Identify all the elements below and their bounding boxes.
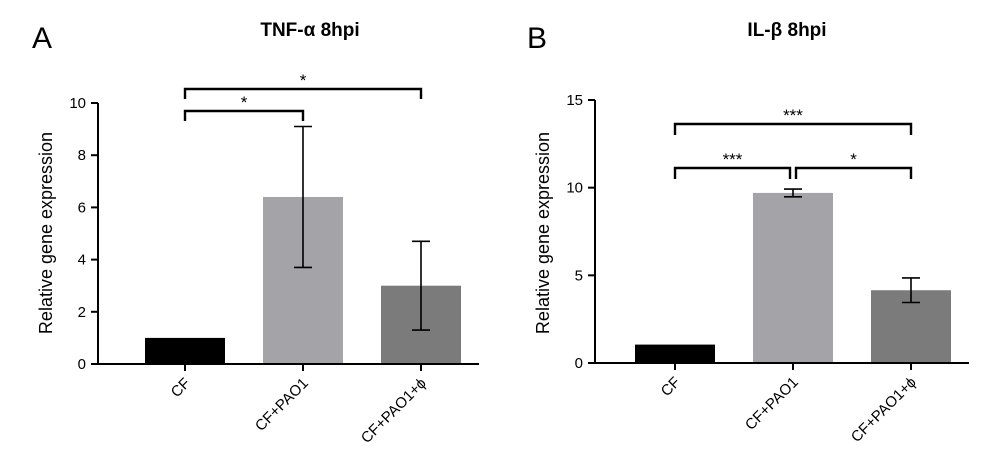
y-tick-label-b-15: 15 — [566, 92, 583, 109]
category-label-b-2: CF+PAO1 — [742, 374, 802, 434]
y-tick-label-b-10: 10 — [566, 180, 583, 197]
significance-bracket-a-2 — [183, 87, 423, 99]
category-label-a-2: CF+PAO1 — [252, 375, 312, 435]
error-bar-b-3 — [902, 277, 920, 304]
y-tick-label-a-6: 6 — [78, 199, 86, 216]
error-bar-a-3 — [412, 240, 430, 331]
y-tick-label-a-0: 0 — [78, 356, 86, 373]
significance-bracket-b-2 — [794, 166, 913, 179]
y-tick-label-a-2: 2 — [78, 304, 86, 321]
bar-a-1 — [145, 337, 225, 364]
significance-bracket-b-3 — [673, 122, 913, 135]
significance-label-b-2: * — [850, 150, 857, 169]
error-bar-a-2 — [294, 125, 312, 269]
y-tick-label-a-8: 8 — [78, 147, 86, 164]
significance-bracket-a-1 — [183, 109, 305, 121]
bar-b-1 — [635, 344, 715, 363]
category-label-a-1: CF — [168, 375, 194, 401]
significance-label-b-3: *** — [783, 106, 803, 125]
y-tick-label-a-10: 10 — [69, 95, 86, 112]
y-tick-label-b-5: 5 — [575, 267, 583, 284]
y-tick-label-b-0: 0 — [575, 355, 583, 372]
significance-label-a-1: * — [241, 93, 248, 112]
category-label-b-3: CF+PAO1+ϕ — [848, 374, 920, 446]
chart-title-a: TNF-α 8hpi — [260, 20, 359, 41]
chart-title-b: IL-β 8hpi — [747, 20, 826, 41]
y-tick-label-a-4: 4 — [78, 252, 86, 269]
category-label-a-3: CF+PAO1+ϕ — [358, 375, 430, 447]
bar-b-2 — [753, 192, 833, 363]
significance-label-a-2: * — [300, 71, 307, 90]
panel-a: A TNF-α 8hpi Relative gene expression 0 2… — [32, 20, 479, 447]
error-bar-b-2 — [784, 188, 802, 198]
significance-label-b-1: *** — [723, 150, 743, 169]
panel-letter-a: A — [32, 22, 52, 55]
panel-b: B IL-β 8hpi Relative gene expression 0 5 1… — [527, 20, 969, 446]
y-axis-label-a: Relative gene expression — [36, 132, 56, 334]
panel-letter-b: B — [527, 22, 547, 55]
significance-bracket-b-1 — [673, 166, 792, 179]
category-label-b-1: CF — [658, 374, 684, 400]
y-axis-label-b: Relative gene expression — [533, 132, 553, 334]
